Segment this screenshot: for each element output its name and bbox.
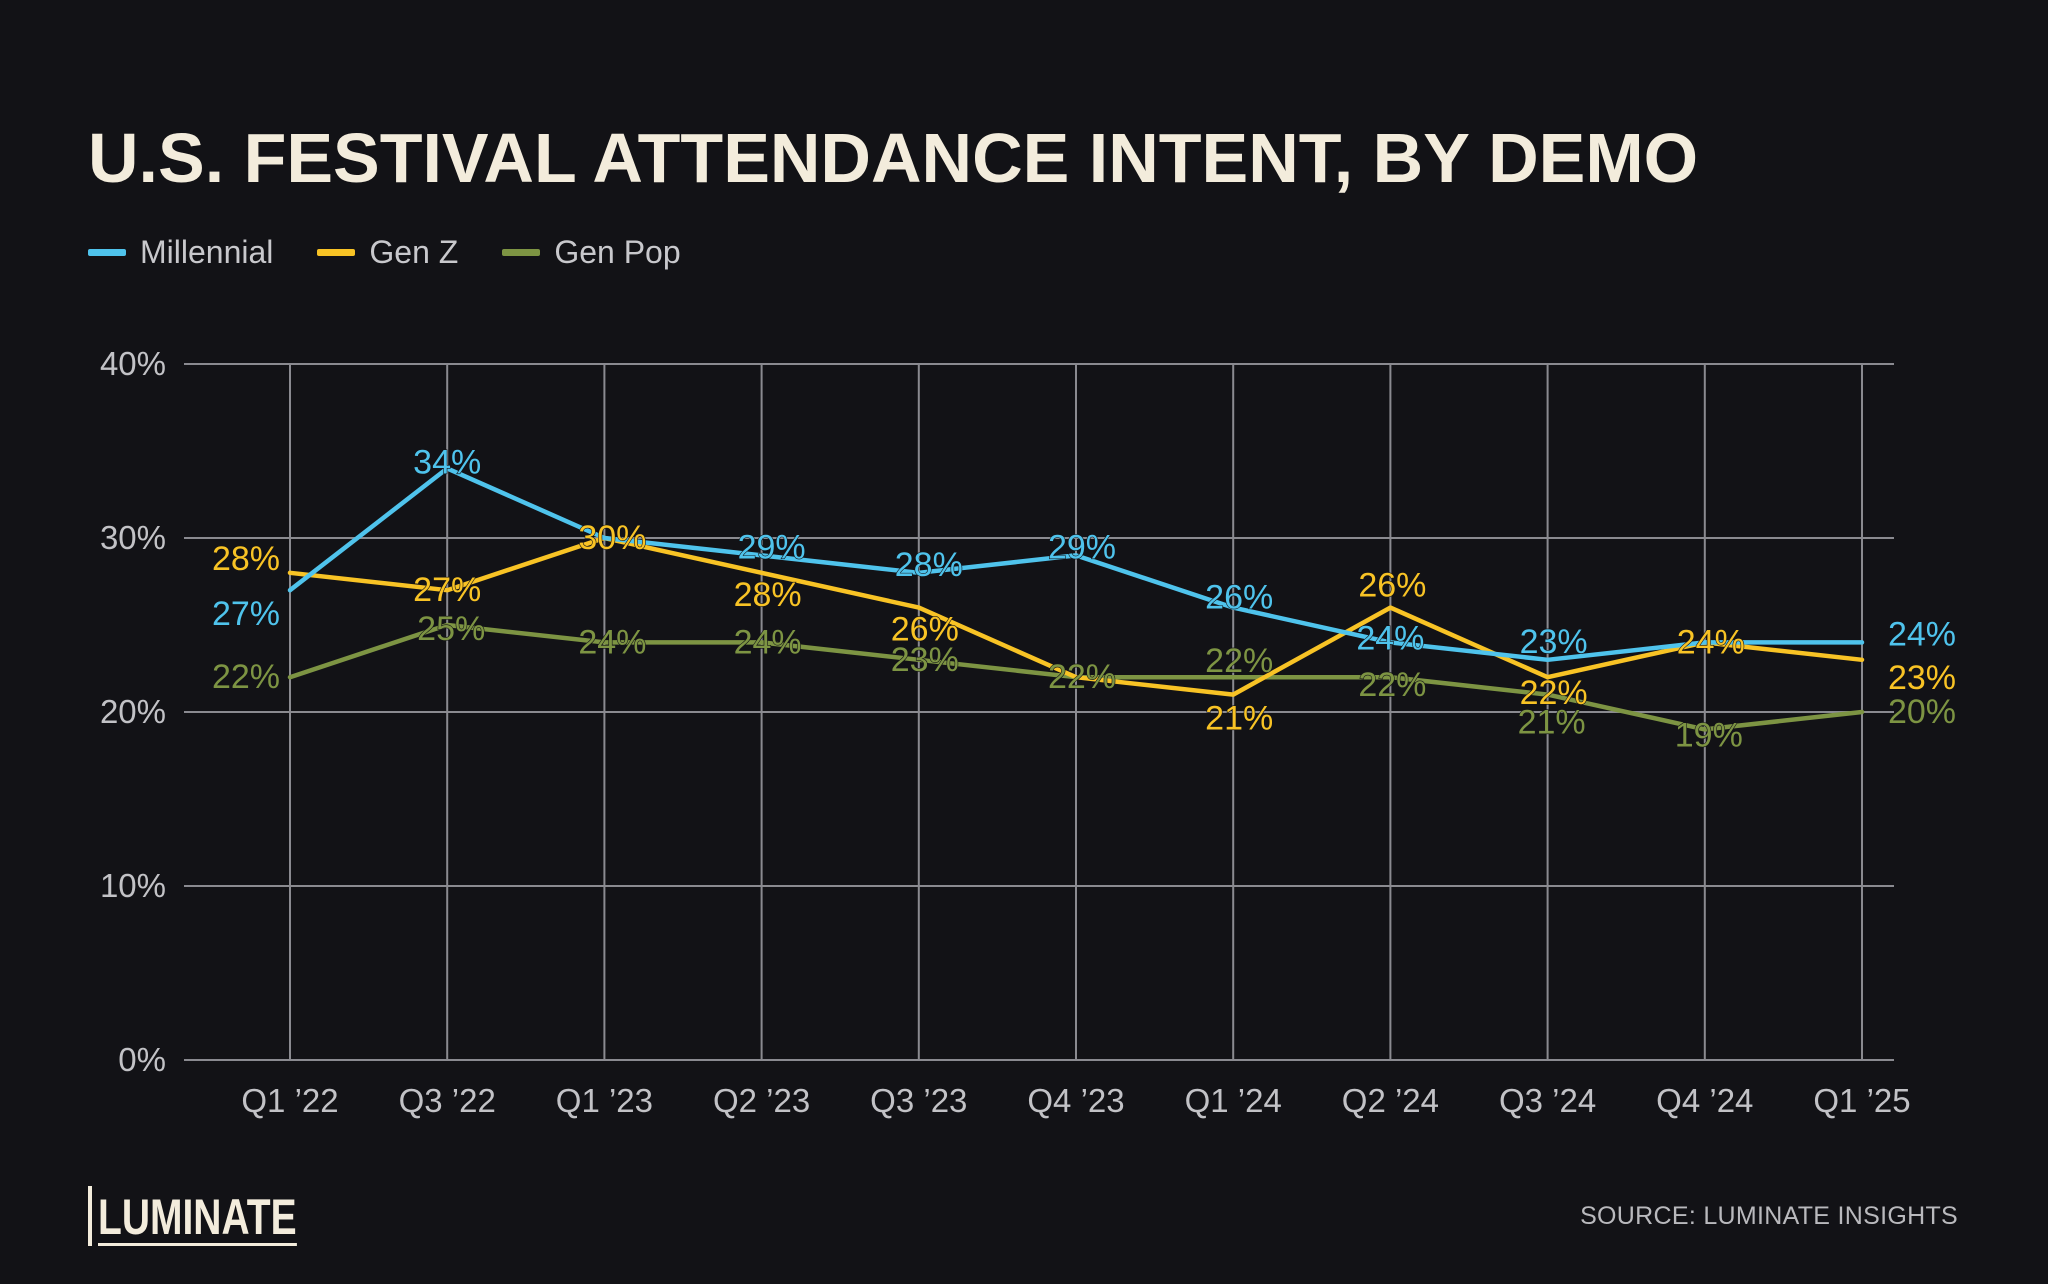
x-tick-label: Q3 ’24 [1499, 1082, 1596, 1119]
data-label-gen-pop: 21% [1518, 704, 1586, 742]
luminate-logo: LUMINATE [88, 1186, 353, 1246]
x-tick-label: Q3 ’22 [399, 1082, 496, 1119]
y-tick-label: 0% [118, 1041, 166, 1078]
y-tick-label: 30% [100, 519, 166, 556]
x-tick-label: Q1 ’25 [1813, 1082, 1910, 1119]
legend-label-gen-z: Gen Z [369, 234, 459, 270]
x-tick-label: Q4 ’24 [1656, 1082, 1753, 1119]
data-label-millennial: 23% [1520, 623, 1588, 661]
legend: Millennial Gen Z Gen Pop [88, 234, 681, 271]
data-label-millennial: 34% [413, 443, 481, 481]
data-labels: 27% 34% 29% 28% 29% 26% 24% 23% 24% 28% 27% 30% 28% 2… [211, 443, 1956, 755]
data-label-gen-pop: 19% [1675, 716, 1743, 754]
legend-item-millennial: Millennial [88, 234, 273, 271]
data-label-gen-pop: 22% [1358, 666, 1426, 704]
data-label-gen-z: 21% [1205, 700, 1273, 738]
x-tick-label: Q2 ’24 [1342, 1082, 1439, 1119]
data-label-gen-z: 22% [1520, 674, 1588, 712]
x-tick-label: Q4 ’23 [1027, 1082, 1124, 1119]
data-label-millennial: 29% [1048, 528, 1116, 566]
data-label-gen-z: 27% [413, 571, 481, 609]
grid [184, 363, 1894, 1061]
data-label-gen-pop: 24% [578, 623, 646, 661]
series-line-millennial [287, 466, 1865, 663]
data-label-millennial: 27% [212, 595, 280, 633]
data-label-gen-z: 26% [891, 611, 959, 649]
legend-label-gen-pop: Gen Pop [554, 234, 681, 270]
data-label-gen-z: 30% [578, 519, 646, 557]
data-label-gen-pop: 22% [212, 658, 280, 696]
data-label-gen-z: 26% [1358, 567, 1426, 605]
series-line-gen-z [287, 535, 1865, 697]
data-label-gen-z: 23% [1888, 659, 1956, 697]
x-axis: Q1 ’22 Q3 ’22 Q1 ’23 Q2 ’23 Q3 ’23 Q4 ’23 Q1 ’… [241, 1082, 1910, 1119]
data-label-gen-pop: 25% [417, 610, 485, 648]
x-tick-label: Q1 ’22 [241, 1082, 338, 1119]
data-label-gen-pop: 24% [734, 623, 802, 661]
data-label-gen-pop: 22% [1205, 642, 1273, 680]
y-axis: 0% 10% 20% 30% 40% [100, 345, 166, 1078]
chart-title: U.S. FESTIVAL ATTENDANCE INTENT, BY DEMO [88, 119, 1699, 197]
logo-bar [88, 1186, 92, 1246]
y-tick-label: 10% [100, 867, 166, 904]
data-label-gen-z: 28% [212, 540, 280, 578]
data-label-gen-z: 24% [1677, 623, 1745, 661]
data-label-millennial: 29% [738, 528, 806, 566]
legend-swatch-gen-pop [502, 249, 541, 256]
legend-swatch-gen-z [317, 249, 356, 256]
data-label-gen-z: 28% [734, 576, 802, 614]
data-label-gen-pop: 23% [891, 641, 959, 679]
legend-label-millennial: Millennial [140, 234, 274, 270]
data-label-millennial: 24% [1356, 619, 1424, 657]
x-tick-label: Q1 ’24 [1185, 1082, 1282, 1119]
legend-item-gen-pop: Gen Pop [502, 234, 681, 271]
x-tick-label: Q3 ’23 [870, 1082, 967, 1119]
source-note: SOURCE: LUMINATE INSIGHTS [1580, 1202, 1958, 1230]
logo-text: LUMINATE [98, 1189, 297, 1246]
legend-swatch-millennial [88, 249, 126, 256]
series-lines [287, 466, 1865, 732]
x-tick-label: Q1 ’23 [556, 1082, 653, 1119]
legend-item-gen-z: Gen Z [317, 234, 458, 271]
data-label-gen-pop: 22% [1048, 658, 1116, 696]
x-tick-label: Q2 ’23 [713, 1082, 810, 1119]
data-label-millennial: 28% [895, 546, 963, 584]
data-label-millennial: 24% [1888, 615, 1956, 653]
data-label-millennial: 26% [1205, 579, 1273, 617]
y-tick-label: 20% [100, 693, 166, 730]
y-tick-label: 40% [100, 345, 166, 382]
data-label-gen-pop: 20% [1888, 693, 1956, 731]
